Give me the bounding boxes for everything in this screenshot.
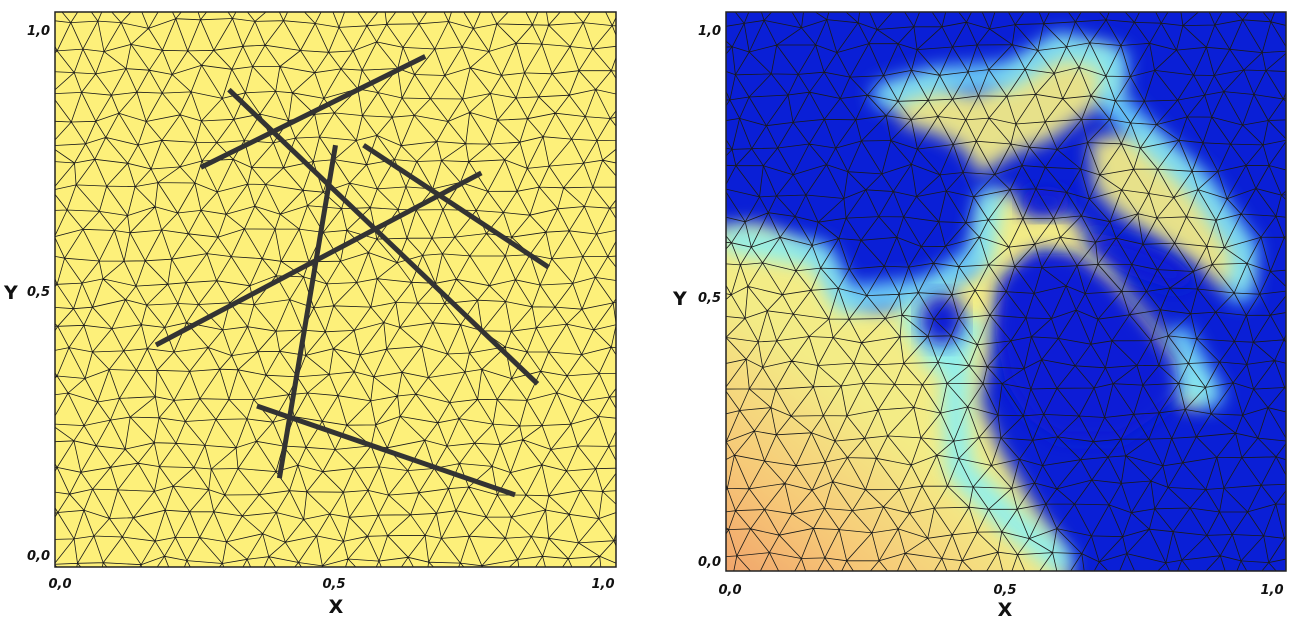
mesh-edges-left: [55, 12, 616, 567]
x-tick-right-start: 0,0: [718, 583, 741, 598]
fracture-lines: [154, 54, 551, 498]
y-tick-left-mid: 0,5: [27, 285, 50, 300]
field-blue-hole: [920, 294, 964, 346]
field-colormap: [726, 32, 1258, 571]
y-tick-right-top: 1,0: [698, 24, 721, 39]
fracture-line-4: [362, 143, 551, 270]
field-blue-gap: [1080, 230, 1200, 290]
fracture-line-3: [276, 144, 338, 479]
plot-frame-left: [54, 11, 617, 568]
x-tick-left-start: 0,0: [48, 577, 71, 592]
y-tick-left-bottom: 0,0: [27, 549, 50, 564]
plot-area-left: [55, 12, 616, 567]
fracture-line-1: [199, 54, 427, 170]
solution-panel-right: 1,0 0,5 0,0 Y 0,0 0,5 1,0 X: [672, 11, 1287, 621]
fracture-line-5: [154, 170, 483, 348]
fracture-line-6: [256, 403, 516, 498]
fracture-line-2: [227, 87, 540, 386]
field-upper-band: [885, 45, 1120, 175]
triangular-mesh-left: [55, 12, 616, 567]
x-axis-label-right: X: [998, 599, 1013, 621]
triangular-mesh-right: [726, 12, 1286, 571]
y-tick-right-mid: 0,5: [698, 291, 721, 306]
field-blue-hole: [1022, 186, 1070, 218]
y-axis-label-left: Y: [3, 282, 18, 304]
y-axis-label-right: Y: [672, 288, 687, 310]
x-tick-right-mid: 0,5: [993, 583, 1016, 598]
y-tick-left-top: 1,0: [27, 24, 50, 39]
mesh-panel-left: 1,0 0,5 0,0 Y 0,0 0,5 1,0 X: [3, 11, 617, 618]
field-blue-gap: [995, 255, 1180, 440]
x-axis-label-left: X: [329, 596, 344, 618]
plot-frame-right: [725, 11, 1287, 572]
x-tick-left-end: 1,0: [591, 577, 614, 592]
x-tick-right-end: 1,0: [1260, 583, 1283, 598]
x-tick-left-mid: 0,5: [322, 577, 345, 592]
y-tick-right-bottom: 0,0: [698, 555, 721, 570]
mesh-edges-right: [726, 12, 1286, 571]
